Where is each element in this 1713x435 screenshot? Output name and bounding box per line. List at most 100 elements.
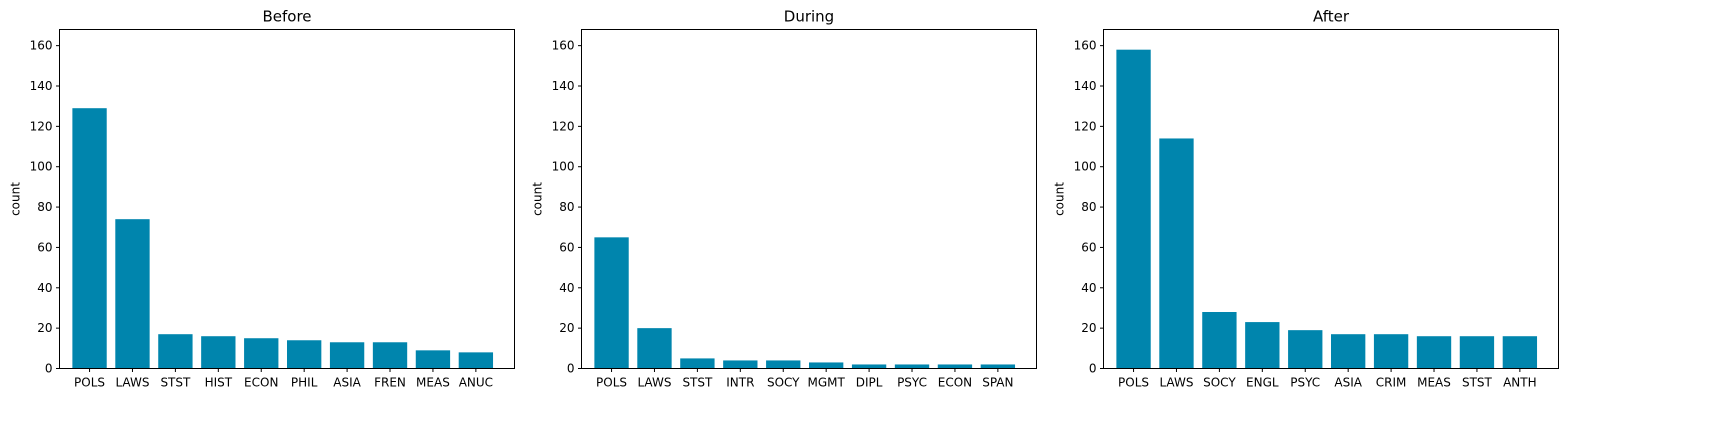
chart-panel: 0 20 40 60 80 100 120 140 160 POLS LAWS STST INTR SOC… bbox=[531, 8, 1037, 390]
x-tick-label: LAWS bbox=[1159, 376, 1193, 390]
y-tick-label: 0 bbox=[567, 362, 575, 376]
x-tick-label: CRIM bbox=[1376, 376, 1407, 390]
x-tick-label: ECON bbox=[244, 376, 278, 390]
y-tick-label: 0 bbox=[1089, 362, 1097, 376]
bar bbox=[594, 237, 629, 369]
bar bbox=[72, 108, 107, 369]
y-tick-label: 60 bbox=[1081, 240, 1096, 254]
x-tick-label: STST bbox=[682, 376, 713, 390]
x-tick-label: PSYC bbox=[1290, 376, 1320, 390]
x-tick-label: LAWS bbox=[115, 376, 149, 390]
bar bbox=[287, 340, 322, 369]
bar bbox=[809, 362, 844, 369]
x-tick-label: SOCY bbox=[767, 376, 800, 390]
y-tick-label: 140 bbox=[1074, 79, 1097, 93]
bar bbox=[980, 364, 1016, 369]
bar bbox=[1159, 138, 1194, 369]
x-tick-label: ASIA bbox=[1334, 376, 1362, 390]
x-tick-label: ENGL bbox=[1246, 376, 1279, 390]
y-tick-label: 100 bbox=[552, 160, 575, 174]
bar bbox=[637, 328, 672, 369]
y-tick-label: 40 bbox=[37, 281, 52, 295]
bar bbox=[1116, 49, 1151, 369]
x-tick-label: LAWS bbox=[637, 376, 671, 390]
x-tick-label: ECON bbox=[938, 376, 972, 390]
bar bbox=[851, 364, 887, 369]
chart-panel: 0 20 40 60 80 100 120 140 160 POLS LAWS STST HIST ECO… bbox=[9, 8, 515, 390]
y-tick-label: 140 bbox=[30, 79, 53, 93]
bar bbox=[1288, 330, 1323, 369]
x-tick-label: MGMT bbox=[807, 376, 845, 390]
bar bbox=[329, 342, 365, 369]
chart-panel: 0 20 40 60 80 100 120 140 160 POLS LAWS SOCY ENGL PSY… bbox=[1053, 8, 1559, 390]
bar bbox=[244, 338, 279, 369]
y-tick-label: 160 bbox=[1074, 39, 1097, 53]
bar bbox=[1202, 312, 1237, 369]
bar bbox=[1245, 322, 1280, 369]
axes-frame bbox=[1103, 29, 1559, 369]
bar bbox=[1459, 336, 1495, 369]
bar bbox=[415, 350, 451, 369]
y-tick-label: 120 bbox=[552, 119, 575, 133]
bar bbox=[201, 336, 236, 369]
x-tick-label: MEAS bbox=[416, 376, 450, 390]
y-tick-label: 80 bbox=[37, 200, 52, 214]
y-tick-label: 120 bbox=[1074, 119, 1097, 133]
y-axis-label: count bbox=[1053, 182, 1067, 216]
bar bbox=[680, 358, 715, 369]
x-tick-label: PSYC bbox=[897, 376, 927, 390]
chart-title: Before bbox=[262, 8, 311, 26]
y-axis-label: count bbox=[9, 182, 23, 216]
x-tick-label: ASIA bbox=[333, 376, 361, 390]
bar bbox=[458, 352, 494, 369]
x-tick-label: ANUC bbox=[459, 376, 493, 390]
bar bbox=[158, 334, 193, 369]
y-tick-label: 160 bbox=[30, 39, 53, 53]
x-tick-label: ANTH bbox=[1503, 376, 1537, 390]
y-axis-label: count bbox=[531, 182, 545, 216]
y-tick-label: 80 bbox=[559, 200, 574, 214]
bar bbox=[1416, 336, 1452, 369]
y-tick-label: 140 bbox=[552, 79, 575, 93]
x-tick-label: SOCY bbox=[1203, 376, 1236, 390]
axes-frame bbox=[59, 29, 515, 369]
x-tick-label: POLS bbox=[596, 376, 627, 390]
x-tick-label: DIPL bbox=[856, 376, 883, 390]
y-tick-label: 20 bbox=[1081, 321, 1096, 335]
y-tick-label: 80 bbox=[1081, 200, 1096, 214]
x-tick-label: PHIL bbox=[291, 376, 318, 390]
x-tick-label: HIST bbox=[205, 376, 233, 390]
y-tick-label: 60 bbox=[37, 240, 52, 254]
x-tick-label: POLS bbox=[1118, 376, 1149, 390]
y-tick-label: 160 bbox=[552, 39, 575, 53]
bar bbox=[372, 342, 408, 369]
bar bbox=[937, 364, 973, 369]
x-tick-label: FREN bbox=[374, 376, 406, 390]
bar bbox=[723, 360, 758, 369]
y-tick-label: 0 bbox=[45, 362, 53, 376]
y-tick-label: 120 bbox=[30, 119, 53, 133]
chart-title: During bbox=[784, 8, 834, 26]
x-tick-label: STST bbox=[1462, 376, 1493, 390]
bar bbox=[1373, 334, 1409, 369]
y-tick-label: 40 bbox=[559, 281, 574, 295]
chart-title: After bbox=[1313, 8, 1350, 26]
x-tick-label: INTR bbox=[726, 376, 754, 390]
y-tick-label: 20 bbox=[37, 321, 52, 335]
y-tick-label: 20 bbox=[559, 321, 574, 335]
y-tick-label: 100 bbox=[1074, 160, 1097, 174]
bar bbox=[1331, 334, 1366, 369]
bar bbox=[894, 364, 930, 369]
bar bbox=[115, 219, 150, 369]
x-tick-label: STST bbox=[160, 376, 191, 390]
y-tick-label: 100 bbox=[30, 160, 53, 174]
axes-frame bbox=[581, 29, 1037, 369]
bar bbox=[766, 360, 801, 369]
y-tick-label: 40 bbox=[1081, 281, 1096, 295]
x-tick-label: MEAS bbox=[1417, 376, 1451, 390]
bar bbox=[1502, 336, 1538, 369]
x-tick-label: POLS bbox=[74, 376, 105, 390]
x-tick-label: SPAN bbox=[982, 376, 1013, 390]
y-tick-label: 60 bbox=[559, 240, 574, 254]
